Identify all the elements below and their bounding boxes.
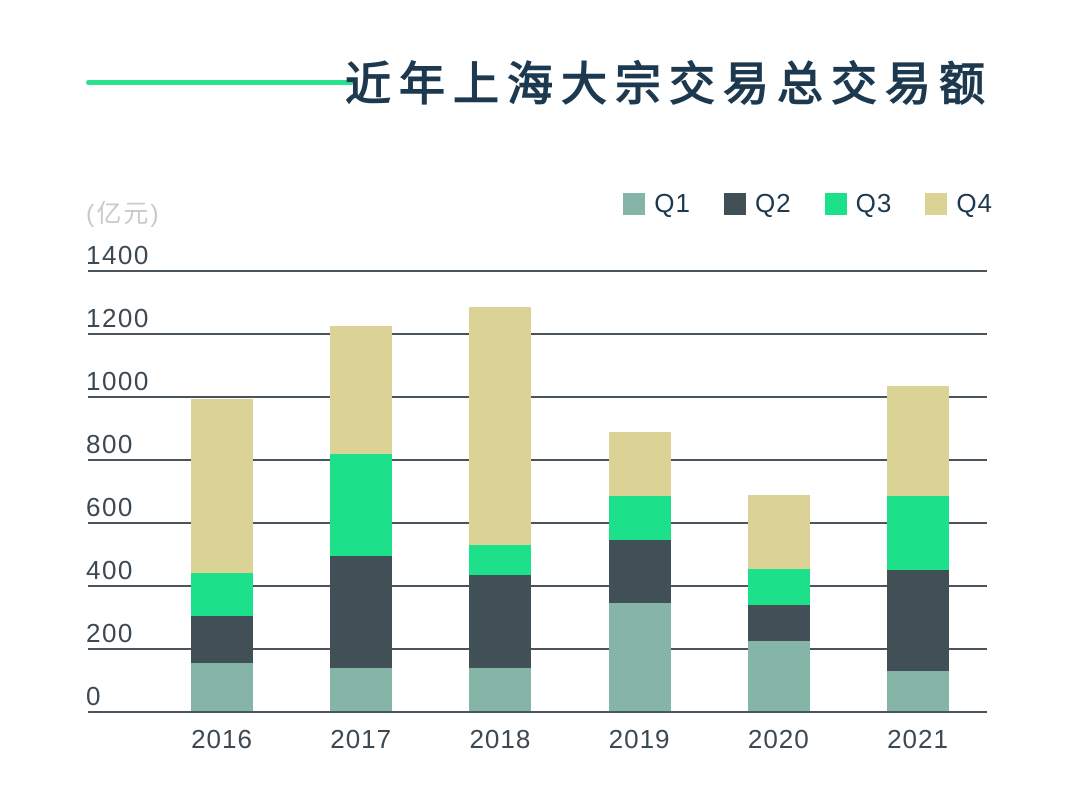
bar-segment-q3-2017 [330,453,393,557]
x-tick-label-2019: 2019 [608,724,671,754]
x-tick-label-2018: 2018 [469,724,532,754]
gridline-1000 [88,396,987,398]
legend-swatch-q4 [925,192,948,215]
gridline-600 [88,522,987,524]
page-title: 近年上海大宗交易总交易额 [345,58,993,110]
x-tick-label-2021: 2021 [887,724,949,754]
bar-segment-q2-2016 [191,615,253,664]
bar-segment-q3-2016 [191,573,253,616]
y-tick-label-1400: 1400 [86,240,150,270]
gridline-800 [88,459,987,461]
legend-swatch-q1 [623,192,646,215]
bar-segment-q1-2021 [887,671,949,712]
bar-segment-q4-2019 [608,431,671,497]
y-tick-label-1000: 1000 [86,366,150,396]
title-accent-line [86,80,354,85]
legend-label-q2: Q2 [754,188,792,218]
bar-segment-q4-2018 [469,307,532,546]
gridline-1200 [88,333,987,335]
x-tick-label-2020: 2020 [747,724,810,754]
bar-segment-q1-2019 [608,603,671,712]
bar-segment-q4-2017 [330,326,393,454]
bar-segment-q4-2021 [887,385,949,497]
y-tick-label-1200: 1200 [86,303,150,333]
x-tick-label-2017: 2017 [330,724,393,754]
legend-label-q4: Q4 [956,188,993,218]
y-tick-label-400: 400 [86,555,134,585]
bar-segment-q2-2019 [608,540,671,604]
y-tick-label-0: 0 [86,681,102,711]
bar-segment-q4-2020 [747,494,810,569]
gridline-400 [88,585,987,587]
bar-segment-q1-2020 [747,641,810,712]
bar-segment-q2-2018 [469,574,532,668]
bar-segment-q1-2016 [191,663,253,712]
legend-swatch-q3 [824,192,847,215]
bar-segment-q2-2020 [747,604,810,642]
legend-label-q3: Q3 [855,188,893,218]
legend: Q1 Q2 Q3 Q4 [623,188,993,219]
bar-segment-q4-2016 [191,398,253,574]
bar-segment-q1-2017 [330,667,393,712]
x-axis-line [88,711,987,713]
y-tick-label-200: 200 [86,618,134,648]
bar-segment-q1-2018 [469,667,532,712]
bar-segment-q3-2021 [887,496,949,571]
bar-segment-q3-2020 [747,568,810,605]
bar-segment-q2-2021 [887,570,949,672]
y-tick-label-800: 800 [86,429,134,459]
legend-item-q3: Q3 [824,188,893,219]
bar-segment-q2-2017 [330,556,393,668]
y-axis-unit-label: (亿元) [86,200,161,228]
gridline-1400 [88,270,987,272]
bar-segment-q3-2019 [608,496,671,541]
x-tick-label-2016: 2016 [191,724,253,754]
legend-item-q2: Q2 [723,188,792,219]
legend-label-q1: Q1 [654,188,691,218]
gridline-200 [88,648,987,650]
y-tick-label-600: 600 [86,492,134,522]
legend-swatch-q2 [723,192,746,215]
legend-item-q1: Q1 [623,188,691,219]
legend-item-q4: Q4 [925,188,993,219]
bar-segment-q3-2018 [469,545,532,575]
